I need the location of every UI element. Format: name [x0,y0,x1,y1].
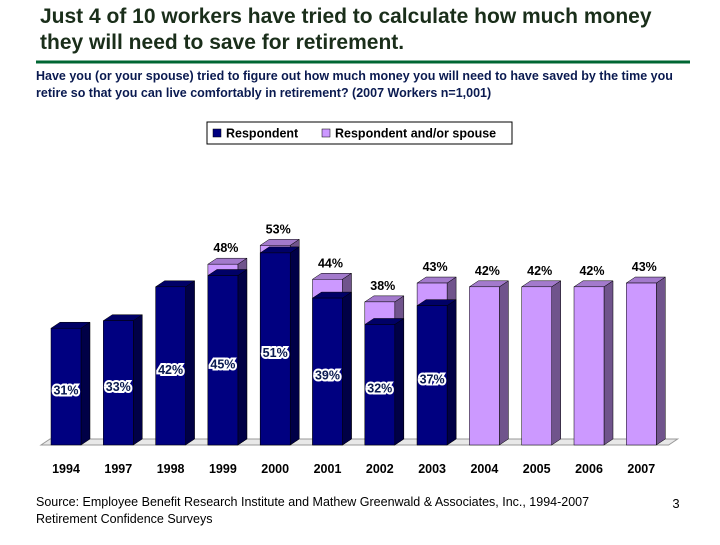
bar [207,275,239,446]
bar-side [80,321,91,446]
value-label: 45% [210,357,235,371]
legend-label: Respondent [226,127,299,141]
value-label: 43% [632,260,657,274]
x-tick-label: 1999 [209,462,237,476]
x-tick-label: 2005 [523,462,551,476]
value-label: 44% [318,256,343,270]
legend-box [206,121,513,145]
page-number: 3 [672,496,679,511]
chart-title: Just 4 of 10 workers have tried to calcu… [40,5,652,54]
x-tick-label: 2001 [314,462,342,476]
bar-side [237,269,248,446]
x-tick-label: 2002 [366,462,394,476]
bar [364,324,396,446]
value-label: 51% [263,346,288,360]
bar-side [551,280,561,446]
bar-side [446,299,457,446]
value-label: 43% [423,260,448,274]
floor [39,438,680,446]
value-label: 42% [579,264,604,278]
value-label: 31% [53,384,78,398]
bar [259,252,291,446]
bar-side [394,317,405,446]
source-box: Source: Employee Benefit Research Instit… [36,495,590,526]
x-tick-label: 1997 [104,462,132,476]
bar [103,320,134,446]
x-tick-label: 2007 [627,462,655,476]
bar [626,282,657,446]
bar-side [603,280,614,446]
value-label: 42% [527,264,552,278]
value-label: 38% [370,279,395,293]
value-label: 37% [420,372,445,386]
bar [50,327,82,446]
value-label: 42% [475,264,500,278]
bar-side [656,276,666,446]
x-tick-label: 2004 [470,462,498,476]
x-tick-label: 1998 [157,462,185,476]
legend-label: Respondent and/or spouse [335,127,496,141]
bar [416,305,448,446]
bar-side [289,246,300,446]
x-tick-label: 1994 [52,462,80,476]
bar [155,286,186,446]
bar-side [499,280,509,446]
bar-side [185,280,195,446]
bar [573,286,605,446]
bar [312,297,343,446]
value-label: 32% [367,382,392,396]
legend-swatch [212,128,222,138]
x-tick-label: 2000 [261,462,289,476]
bar [469,286,500,446]
bar [521,286,552,446]
x-tick-label: 2003 [418,462,446,476]
bar-side [342,291,352,446]
subtitle-box: Have you (or your spouse) tried to figur… [36,69,673,100]
value-label: 48% [213,241,238,255]
title-box: Just 4 of 10 workers have tried to calcu… [40,5,652,54]
value-label: 53% [266,222,291,236]
source-note: Source: Employee Benefit Research Instit… [36,495,590,526]
x-tick-label: 2006 [575,462,603,476]
value-label: 39% [315,369,340,383]
value-label: 42% [158,363,183,377]
legend-swatch [321,128,331,138]
value-label: 33% [106,380,131,394]
bar-side [133,314,143,446]
chart-subtitle: Have you (or your spouse) tried to figur… [36,69,673,100]
